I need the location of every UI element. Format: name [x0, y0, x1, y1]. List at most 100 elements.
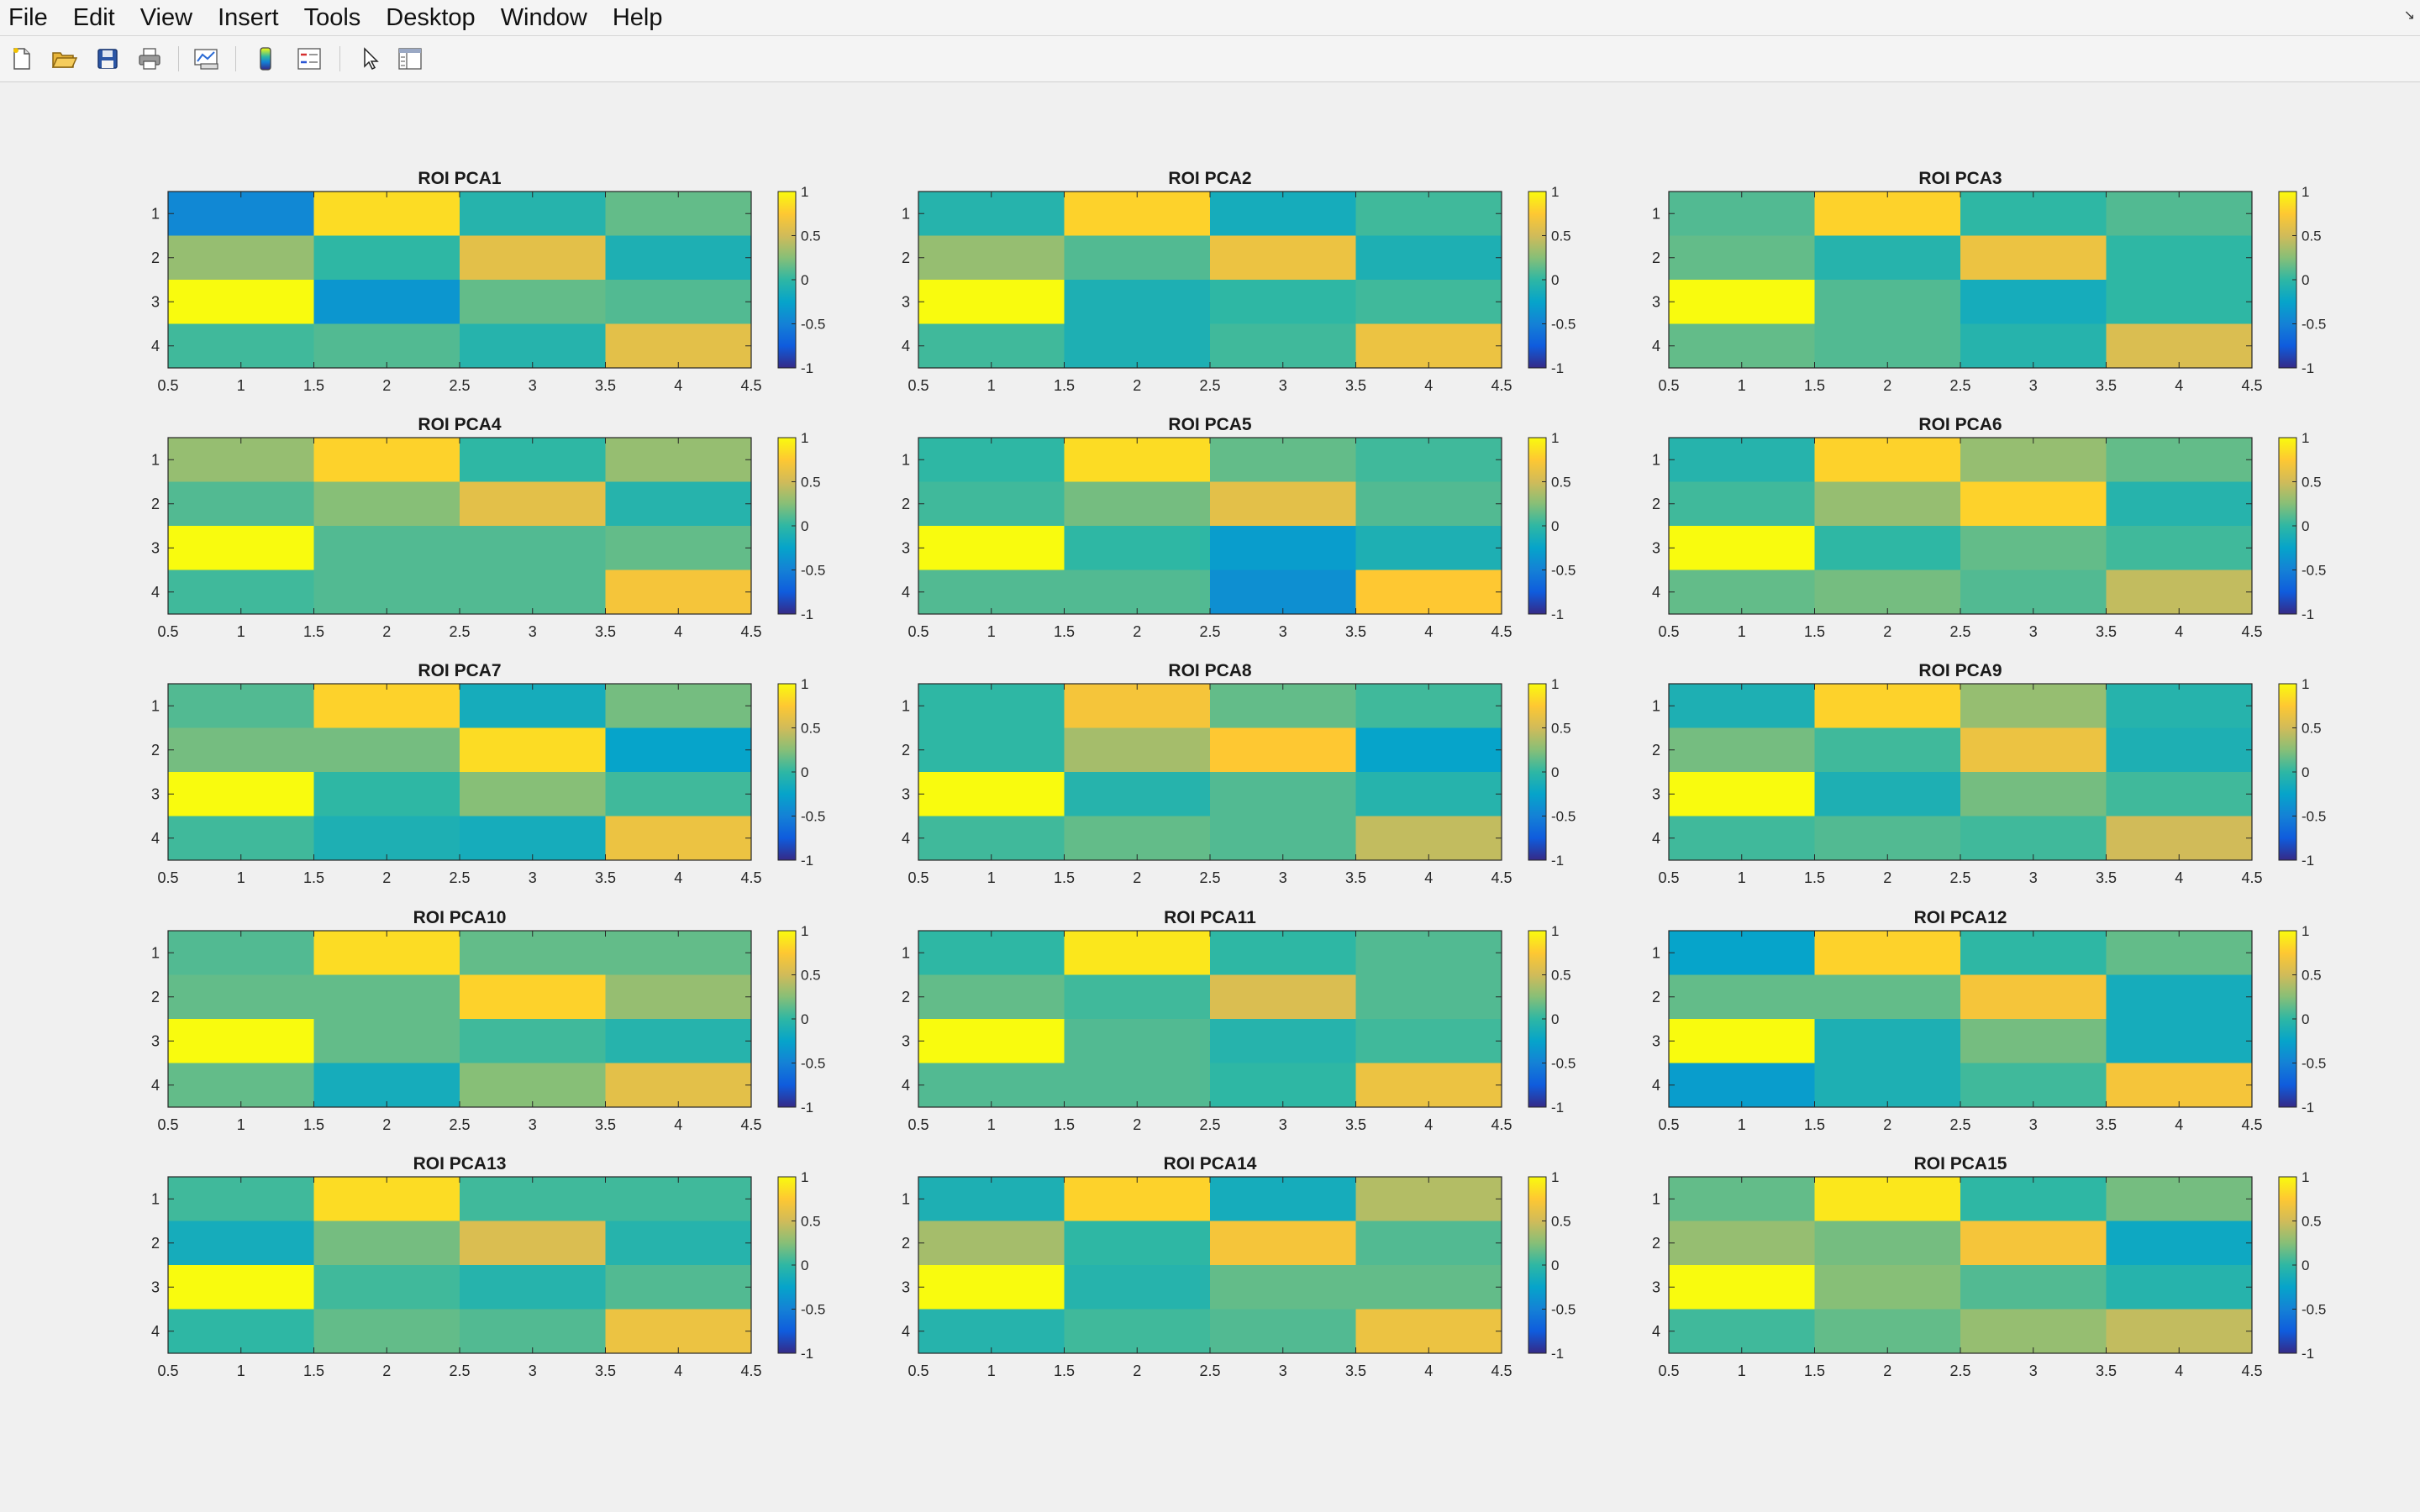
heatmap-cell	[313, 192, 460, 236]
heatmap-cell	[460, 772, 606, 816]
insert-legend-button[interactable]	[294, 44, 324, 74]
heatmap-cell	[918, 1063, 1065, 1107]
x-tick-label: 1.5	[303, 623, 324, 640]
x-tick-label: 0.5	[1658, 1362, 1679, 1379]
heatmap-cell	[1814, 570, 1960, 614]
menu-edit[interactable]: Edit	[72, 4, 115, 31]
heatmap-cell	[460, 323, 606, 368]
heatmap-subplot[interactable]: ROI PCA5 0.5 1 1.5 2 2.5 3 3.5 4 4.5 1 2 3 4 1 0.5 0 -0.5…	[902, 415, 1576, 640]
heatmap-cell	[2106, 1063, 2252, 1107]
x-tick-label: 1	[987, 377, 996, 394]
menu-desktop[interactable]: Desktop	[386, 4, 476, 31]
heatmap-cell	[168, 727, 314, 772]
heatmap-cell	[168, 772, 314, 816]
colorbar-tick-label: 1	[801, 676, 808, 692]
heatmap-cell	[313, 323, 460, 368]
toolbar-separator	[339, 46, 340, 71]
new-figure-button[interactable]	[7, 44, 37, 74]
save-figure-button[interactable]	[92, 44, 123, 74]
menu-insert[interactable]: Insert	[218, 4, 279, 31]
menu-view[interactable]: View	[139, 4, 193, 31]
y-tick-label: 3	[1652, 539, 1660, 556]
heatmap-subplot[interactable]: ROI PCA8 0.5 1 1.5 2 2.5 3 3.5 4 4.5 1 2 3 4 1 0.5 0 -0.5…	[902, 661, 1576, 886]
dock-arrow-icon[interactable]: ↘	[2403, 8, 2415, 23]
open-file-button[interactable]	[49, 44, 79, 74]
menu-file[interactable]: File	[8, 4, 48, 31]
heatmap-cell	[1960, 1221, 2107, 1265]
heatmap-subplot[interactable]: ROI PCA1 0.5 1 1.5 2 2.5 3 3.5 4 4.5 1 2 3 4 1 0.5 0 -0.5…	[151, 169, 825, 394]
heatmap-subplot[interactable]: ROI PCA14 0.5 1 1.5 2 2.5 3 3.5 4 4.5 1 2 3 4 1 0.5 0 -0.…	[902, 1154, 1576, 1379]
insert-colorbar-button[interactable]	[250, 44, 281, 74]
x-tick-label: 3	[529, 623, 537, 640]
toolbar-separator	[235, 46, 236, 71]
y-tick-label: 1	[151, 944, 160, 961]
link-plot-button[interactable]	[192, 44, 222, 74]
heatmap-cell	[1814, 1265, 1960, 1310]
heatmap-subplot[interactable]: ROI PCA2 0.5 1 1.5 2 2.5 3 3.5 4 4.5 1 2 3 4 1 0.5 0 -0.5…	[902, 169, 1576, 394]
y-tick-label: 3	[151, 539, 160, 556]
colorbar-tick-label: -1	[2302, 853, 2314, 869]
colorbar-tick-label: -1	[801, 853, 813, 869]
print-figure-button[interactable]	[134, 44, 165, 74]
colorbar-tick-label: -1	[801, 360, 813, 376]
y-tick-label: 2	[151, 496, 160, 512]
colorbar-tick-label: -1	[2302, 1346, 2314, 1362]
heatmap-subplot[interactable]: ROI PCA4 0.5 1 1.5 2 2.5 3 3.5 4 4.5 1 2 3 4 1 0.5 0 -0.5…	[151, 415, 825, 640]
heatmap-cell	[605, 192, 751, 236]
axes-title: ROI PCA10	[413, 908, 507, 927]
x-tick-label: 4.5	[2241, 869, 2262, 886]
heatmap-subplot[interactable]: ROI PCA9 0.5 1 1.5 2 2.5 3 3.5 4 4.5 1 2 3 4 1 0.5 0 -0.5…	[1652, 661, 2326, 886]
heatmap-cell	[918, 772, 1065, 816]
heatmap-subplot[interactable]: ROI PCA12 0.5 1 1.5 2 2.5 3 3.5 4 4.5 1 2 3 4 1 0.5 0 -0.…	[1652, 908, 2326, 1133]
colorbar-tick-label: 1	[2302, 1169, 2309, 1185]
x-tick-label: 2.5	[449, 377, 470, 394]
menu-tools[interactable]: Tools	[303, 4, 361, 31]
heatmap-subplot[interactable]: ROI PCA10 0.5 1 1.5 2 2.5 3 3.5 4 4.5 1 2 3 4 1 0.5 0 -0.…	[151, 908, 825, 1133]
y-tick-label: 2	[151, 1235, 160, 1252]
heatmap-cell	[1960, 727, 2107, 772]
y-tick-label: 2	[1652, 1235, 1660, 1252]
property-inspector-button[interactable]	[395, 44, 425, 74]
colorbar-tick-label: -0.5	[2302, 1302, 2326, 1318]
heatmap-subplot[interactable]: ROI PCA7 0.5 1 1.5 2 2.5 3 3.5 4 4.5 1 2 3 4 1 0.5 0 -0.5…	[151, 661, 825, 886]
edit-plot-button[interactable]	[355, 44, 385, 74]
heatmap-cell	[1210, 526, 1356, 570]
heatmap-cell	[1210, 684, 1356, 728]
heatmap-cell	[460, 1019, 606, 1063]
colorbar-tick-label: -1	[1551, 360, 1564, 376]
heatmap-subplot[interactable]: ROI PCA15 0.5 1 1.5 2 2.5 3 3.5 4 4.5 1 2 3 4 1 0.5 0 -0.…	[1652, 1154, 2326, 1379]
heatmap-cell	[168, 1221, 314, 1265]
menu-help[interactable]: Help	[612, 4, 663, 31]
heatmap-cell	[1210, 235, 1356, 280]
figure-canvas[interactable]: ROI PCA1 0.5 1 1.5 2 2.5 3 3.5 4 4.5 1 2 3 4 1 0.5 0 -0.5…	[0, 82, 2420, 1512]
x-tick-label: 2	[382, 1362, 391, 1379]
heatmap-cell	[1355, 931, 1502, 975]
heatmap-subplot[interactable]: ROI PCA11 0.5 1 1.5 2 2.5 3 3.5 4 4.5 1 2 3 4 1 0.5 0 -0.…	[902, 908, 1576, 1133]
heatmap-cell	[1960, 1019, 2107, 1063]
y-tick-label: 4	[151, 584, 160, 601]
heatmap-cell	[605, 235, 751, 280]
heatmap-cell	[313, 235, 460, 280]
heatmap-cell	[1814, 974, 1960, 1019]
heatmap-subplot[interactable]: ROI PCA3 0.5 1 1.5 2 2.5 3 3.5 4 4.5 1 2 3 4 1 0.5 0 -0.5…	[1652, 169, 2326, 394]
folder-open-icon	[51, 52, 77, 68]
x-tick-label: 3	[529, 1362, 537, 1379]
y-tick-label: 2	[902, 249, 910, 266]
heatmap-subplot[interactable]: ROI PCA6 0.5 1 1.5 2 2.5 3 3.5 4 4.5 1 2 3 4 1 0.5 0 -0.5…	[1652, 415, 2326, 640]
heatmap-cell	[168, 684, 314, 728]
heatmap-cell	[605, 727, 751, 772]
new-file-icon	[13, 48, 30, 70]
heatmap-cell	[1355, 1063, 1502, 1107]
y-tick-label: 1	[1652, 451, 1660, 468]
heatmap-cell	[313, 1221, 460, 1265]
heatmap-cell	[1064, 235, 1210, 280]
menu-window[interactable]: Window	[500, 4, 587, 31]
x-tick-label: 3.5	[595, 377, 616, 394]
heatmap-cell	[1669, 1063, 1815, 1107]
axes-title: ROI PCA2	[1168, 169, 1251, 188]
heatmap-cell	[1210, 1063, 1356, 1107]
heatmap-cell	[313, 481, 460, 526]
colorbar-tick-label: -1	[801, 1100, 813, 1116]
y-tick-label: 1	[902, 205, 910, 222]
heatmap-subplot[interactable]: ROI PCA13 0.5 1 1.5 2 2.5 3 3.5 4 4.5 1 2 3 4 1 0.5 0 -0.…	[151, 1154, 825, 1379]
